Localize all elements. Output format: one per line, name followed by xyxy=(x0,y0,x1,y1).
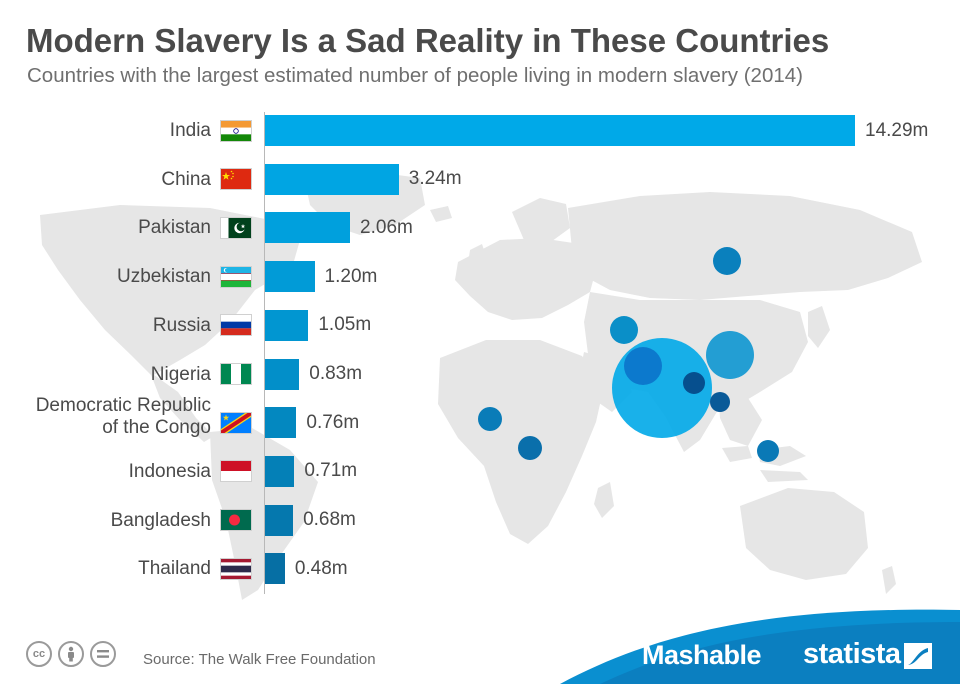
no-derivatives-icon xyxy=(90,641,116,667)
bar-row: Nigeria 0.83m xyxy=(0,358,960,399)
country-label: Bangladesh xyxy=(0,510,211,532)
country-bubbles xyxy=(478,247,779,462)
value-label: 2.06m xyxy=(360,216,413,238)
flag-china-icon xyxy=(220,168,252,191)
value-label: 0.76m xyxy=(306,411,360,433)
bar-row: Bangladesh 0.68m xyxy=(0,504,960,545)
bubble-nigeria xyxy=(478,407,502,431)
country-label: Indonesia xyxy=(0,461,211,483)
chart-subtitle: Countries with the largest estimated num… xyxy=(27,64,803,87)
country-label-line: Pakistan xyxy=(138,217,211,239)
flag-russia-icon xyxy=(220,314,252,337)
bar-indonesia xyxy=(265,455,295,487)
attribution-icon xyxy=(58,641,84,667)
value-label: 1.20m xyxy=(324,265,378,287)
bar-thailand xyxy=(265,553,285,585)
flag-bangladesh-icon xyxy=(220,509,252,532)
country-label-line: India xyxy=(169,120,211,141)
flag-uzbekistan-icon xyxy=(220,265,252,288)
flag-india-icon xyxy=(220,119,252,142)
bar-row: Russia 1.05m xyxy=(0,309,960,350)
country-label: Thailand xyxy=(0,558,211,580)
bar-democratic-republic-of-the-congo xyxy=(265,407,297,439)
statista-logo-icon xyxy=(904,643,932,669)
bar-row: Pakistan 2.06m xyxy=(0,212,960,252)
country-label-line: Indonesia xyxy=(128,460,211,482)
value-label: 0.68m xyxy=(303,509,356,531)
source-text: Source: The Walk Free Foundation xyxy=(143,651,376,668)
country-label: Pakistan xyxy=(0,217,211,239)
bar-row: Democratic Republic of the Congo 0.76m xyxy=(0,395,960,447)
country-label-line: of the Congo xyxy=(102,417,211,439)
country-label: Democratic Republic of the Congo xyxy=(0,395,211,439)
bar-axis-line xyxy=(264,112,265,594)
country-label-line: Bangladesh xyxy=(110,509,211,531)
bubble-indonesia xyxy=(757,440,779,462)
brand-wave-shape xyxy=(560,609,960,684)
chart-title: Modern Slavery Is a Sad Reality in These… xyxy=(26,22,830,59)
value-label: 1.05m xyxy=(318,314,372,336)
bar-nigeria xyxy=(265,358,300,390)
value-label: 14.29m xyxy=(865,119,929,141)
cc-icon: cc xyxy=(26,641,52,667)
value-label: 0.83m xyxy=(309,363,363,384)
country-label-line: Uzbekistan xyxy=(117,266,211,288)
bar-bangladesh xyxy=(265,504,294,536)
value-label: 0.48m xyxy=(294,557,348,579)
country-label: China xyxy=(0,169,211,191)
bar-row: Uzbekistan 1.20m xyxy=(0,261,960,301)
bar-china xyxy=(265,163,399,195)
statista-logo[interactable]: statista xyxy=(803,638,901,670)
bar-pakistan xyxy=(265,212,351,244)
country-label-line: Thailand xyxy=(138,558,211,580)
bubble-uzbekistan xyxy=(610,316,638,344)
mashable-logo[interactable]: Mashable xyxy=(642,640,762,670)
bubble-bangladesh xyxy=(683,372,705,394)
bar-row: China 3.24m xyxy=(0,163,960,204)
country-label-line: Democratic Republic xyxy=(35,395,211,417)
value-label: 0.71m xyxy=(304,460,358,482)
flag-pakistan-icon xyxy=(220,216,252,239)
country-label-line: Russia xyxy=(152,314,211,336)
bubble-drc xyxy=(518,436,542,460)
flag-nigeria-icon xyxy=(220,363,252,385)
bar-row: Thailand 0.48m xyxy=(0,553,960,593)
country-label: Nigeria xyxy=(0,364,211,386)
value-label: 3.24m xyxy=(408,168,462,190)
license-icons: cc xyxy=(26,641,116,667)
bubble-pakistan xyxy=(624,347,662,385)
country-label-line: China xyxy=(161,168,211,190)
bar-row: India 14.29m xyxy=(0,115,960,155)
country-label: Russia xyxy=(0,315,211,337)
bar-uzbekistan xyxy=(265,261,315,293)
bar-india xyxy=(265,115,855,146)
country-label-line: Nigeria xyxy=(150,363,211,385)
country-label: Uzbekistan xyxy=(0,266,211,288)
flag-indonesia-icon xyxy=(220,460,252,483)
flag-drc-icon xyxy=(220,411,252,434)
flag-thailand-icon xyxy=(220,557,252,580)
bar-row: Indonesia 0.71m xyxy=(0,455,960,496)
bar-russia xyxy=(265,309,309,341)
country-label: India xyxy=(0,120,211,142)
bubble-russia xyxy=(713,247,741,275)
bubble-thailand xyxy=(710,392,730,412)
bubble-china xyxy=(706,331,754,379)
